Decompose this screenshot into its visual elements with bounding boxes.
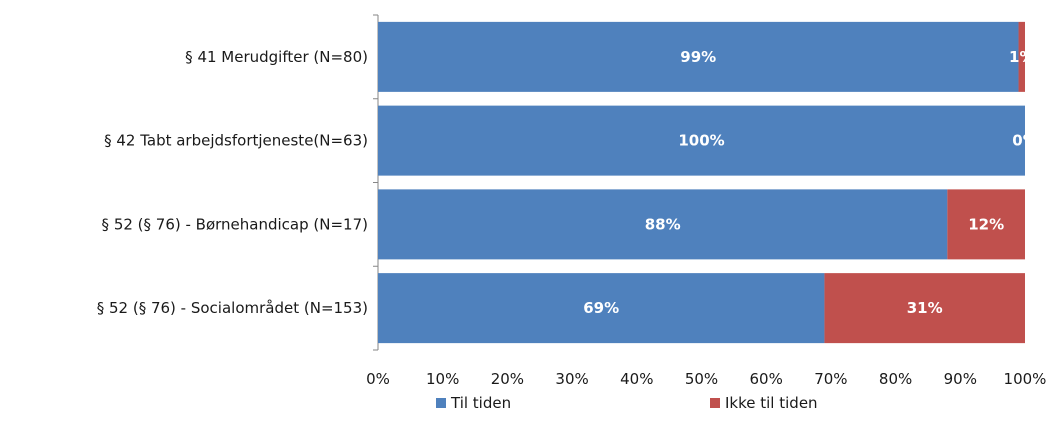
legend: Til tiden Ikke til tiden: [436, 394, 818, 412]
bar-segment: [378, 189, 948, 260]
data-label: 12%: [968, 215, 1004, 233]
x-tick-label: 80%: [879, 370, 912, 388]
x-tick-label: 90%: [944, 370, 977, 388]
bar-segment: [378, 21, 1019, 92]
category-label: § 52 (§ 76) - Socialområdet (N=153): [97, 299, 368, 317]
x-tick-label: 70%: [814, 370, 847, 388]
bar-segment: [1018, 21, 1025, 92]
x-tick-label: 10%: [426, 370, 459, 388]
bar-segment: [378, 273, 825, 344]
legend-swatch: [436, 398, 446, 408]
data-label: 99%: [680, 48, 716, 66]
x-tick-label: 20%: [491, 370, 524, 388]
x-tick-label: 50%: [685, 370, 718, 388]
x-tick-label: 0%: [366, 370, 390, 388]
data-label: 0%: [1012, 132, 1037, 150]
data-label: 69%: [583, 299, 619, 317]
x-tick-label: 30%: [555, 370, 588, 388]
legend-label: Ikke til tiden: [725, 394, 818, 412]
bar-segment: [947, 189, 1025, 260]
x-tick-label: 100%: [1004, 370, 1047, 388]
category-label: § 52 (§ 76) - Børnehandicap (N=17): [102, 215, 368, 233]
x-tick-label: 60%: [750, 370, 783, 388]
data-label: 1%: [1009, 48, 1034, 66]
x-tick-label: 40%: [620, 370, 653, 388]
bar-segment: [378, 105, 1025, 176]
legend-swatch: [710, 398, 720, 408]
data-label: 31%: [907, 299, 943, 317]
labels-layer: 99% 1% 100% 0% 88% 12% 69% 31%: [583, 48, 1037, 317]
bar-segment: [824, 273, 1025, 344]
data-label: 88%: [645, 215, 681, 233]
data-label: 100%: [678, 132, 724, 150]
category-label: § 42 Tabt arbejdsfortjeneste(N=63): [104, 132, 368, 150]
legend-label: Til tiden: [450, 394, 511, 412]
axis-layer: § 41 Merudgifter (N=80) § 42 Tabt arbejds…: [97, 14, 1047, 388]
bars-layer: [378, 21, 1025, 344]
category-label: § 41 Merudgifter (N=80): [185, 48, 368, 66]
